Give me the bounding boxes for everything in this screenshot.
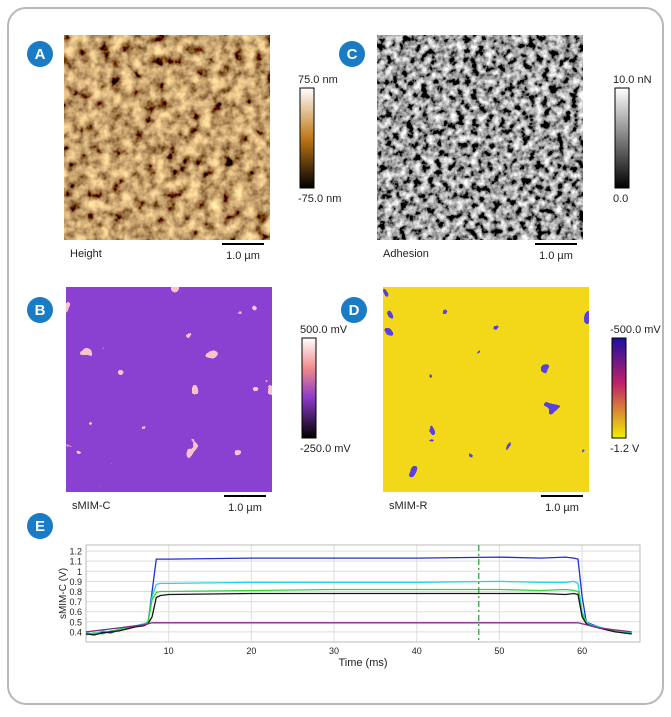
y-tick-label: 1 (77, 567, 82, 577)
colorbar (299, 87, 315, 189)
colorbar-min: -75.0 nm (298, 193, 341, 205)
image-label: Adhesion (383, 248, 429, 260)
colorbar-max: -500.0 mV (610, 324, 661, 336)
series-line (85, 622, 632, 633)
panel-badge: E (27, 513, 53, 539)
image-texture (66, 287, 272, 492)
image-label: sMIM-R (389, 500, 428, 512)
image-label: sMIM-C (72, 500, 111, 512)
colorbar-max: 500.0 mV (300, 324, 348, 336)
badge-circle (341, 297, 367, 323)
colorbar (301, 337, 317, 439)
y-tick-label: 0.9 (69, 577, 82, 587)
x-tick-label: 50 (494, 646, 504, 656)
colorbar-min: 0.0 (613, 193, 628, 205)
chart: 0.40.50.60.70.80.911.11.2 10 20 30 40 50 60 Tim… (58, 544, 641, 669)
badge-circle (27, 41, 53, 67)
panel-badge: A (27, 41, 53, 67)
x-tick-label: 30 (329, 646, 339, 656)
badge-letter: D (349, 302, 360, 319)
badge-letter: E (35, 518, 45, 535)
plot-frame (85, 544, 641, 643)
badge-letter: A (35, 46, 46, 63)
colorbar (614, 87, 630, 189)
y-tick-label: 0.8 (69, 587, 82, 597)
scale-bar-label: 1.0 µm (228, 502, 262, 514)
colorbar-min: -250.0 mV (300, 443, 351, 455)
image-texture (64, 35, 270, 240)
x-axis-label: Time (ms) (338, 657, 387, 669)
badge-circle (27, 297, 53, 323)
image-label: Height (70, 248, 102, 260)
x-tick-label: 10 (164, 646, 174, 656)
colorbar (611, 337, 627, 439)
x-tick-label: 60 (577, 646, 587, 656)
panel-badge: B (27, 297, 53, 323)
colorbar-max: 75.0 nm (298, 74, 338, 86)
y-tick-label: 0.5 (69, 617, 82, 627)
y-tick-label: 0.4 (69, 627, 82, 637)
x-tick-label: 20 (246, 646, 256, 656)
scale-bar-label: 1.0 µm (539, 250, 573, 262)
scale-bar-label: 1.0 µm (545, 502, 579, 514)
x-tick-label: 40 (412, 646, 422, 656)
y-axis-label: sMIM-C (V) (58, 568, 69, 619)
badge-letter: C (347, 46, 358, 63)
colorbar-max: 10.0 nN (613, 74, 652, 86)
image-texture (383, 287, 589, 492)
scale-bar-label: 1.0 µm (226, 250, 260, 262)
image-texture (377, 35, 583, 240)
badge-letter: B (35, 302, 46, 319)
panel-badge: D (341, 297, 367, 323)
y-tick-label: 1.2 (69, 547, 82, 557)
y-tick-label: 0.7 (69, 597, 82, 607)
colorbar-min: -1.2 V (610, 443, 640, 455)
y-tick-label: 0.6 (69, 607, 82, 617)
panel-badge: C (339, 41, 365, 67)
y-tick-label: 1.1 (69, 557, 82, 567)
badge-circle (339, 41, 365, 67)
badge-circle (27, 513, 53, 539)
